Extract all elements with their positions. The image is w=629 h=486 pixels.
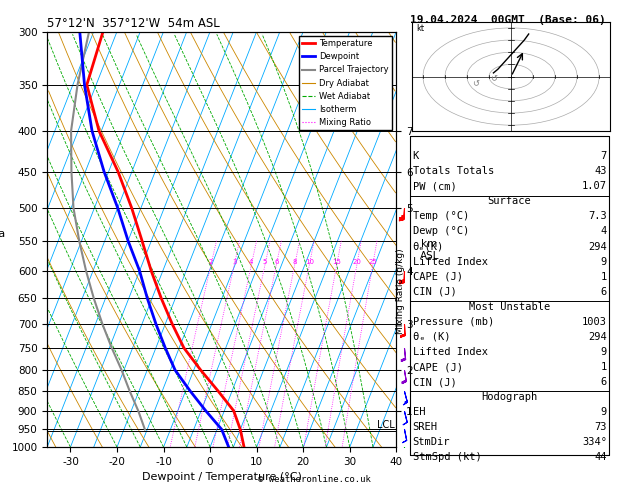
Text: Lifted Index: Lifted Index bbox=[413, 257, 487, 267]
Text: SREH: SREH bbox=[413, 422, 438, 433]
Text: 20: 20 bbox=[352, 259, 361, 265]
Text: 6: 6 bbox=[274, 259, 279, 265]
Text: 6: 6 bbox=[601, 287, 607, 297]
Y-axis label: km
ASL: km ASL bbox=[420, 240, 439, 261]
Text: 3: 3 bbox=[232, 259, 237, 265]
Text: 43: 43 bbox=[594, 166, 607, 176]
Text: 334°: 334° bbox=[582, 437, 607, 448]
Text: Pressure (mb): Pressure (mb) bbox=[413, 317, 494, 327]
Text: 5: 5 bbox=[263, 259, 267, 265]
Text: StmSpd (kt): StmSpd (kt) bbox=[413, 452, 481, 463]
Text: 4: 4 bbox=[601, 226, 607, 237]
Legend: Temperature, Dewpoint, Parcel Trajectory, Dry Adiabat, Wet Adiabat, Isotherm, Mi: Temperature, Dewpoint, Parcel Trajectory… bbox=[299, 36, 392, 130]
Text: CAPE (J): CAPE (J) bbox=[413, 362, 462, 372]
Text: 1: 1 bbox=[601, 362, 607, 372]
Text: K: K bbox=[413, 151, 419, 161]
Text: Mixing Ratio (g/kg): Mixing Ratio (g/kg) bbox=[396, 249, 404, 334]
Text: LCL: LCL bbox=[377, 419, 395, 430]
Text: Surface: Surface bbox=[487, 196, 532, 207]
Text: CIN (J): CIN (J) bbox=[413, 377, 457, 387]
Text: 6: 6 bbox=[601, 377, 607, 387]
Text: 9: 9 bbox=[601, 407, 607, 417]
Text: 1.07: 1.07 bbox=[582, 181, 607, 191]
Text: 294: 294 bbox=[588, 242, 607, 252]
Text: 294: 294 bbox=[588, 332, 607, 342]
Text: PW (cm): PW (cm) bbox=[413, 181, 457, 191]
Y-axis label: hPa: hPa bbox=[0, 229, 5, 240]
Text: 7: 7 bbox=[601, 151, 607, 161]
Text: 9: 9 bbox=[601, 257, 607, 267]
Text: 4: 4 bbox=[249, 259, 253, 265]
Text: $\circlearrowleft$: $\circlearrowleft$ bbox=[472, 79, 481, 88]
Text: © weatheronline.co.uk: © weatheronline.co.uk bbox=[258, 474, 371, 484]
Text: 15: 15 bbox=[332, 259, 341, 265]
Text: θₑ(K): θₑ(K) bbox=[413, 242, 444, 252]
Text: 2: 2 bbox=[209, 259, 213, 265]
Text: StmDir: StmDir bbox=[413, 437, 450, 448]
Text: 44: 44 bbox=[594, 452, 607, 463]
Text: CAPE (J): CAPE (J) bbox=[413, 272, 462, 282]
Text: 10: 10 bbox=[305, 259, 314, 265]
Text: CIN (J): CIN (J) bbox=[413, 287, 457, 297]
Text: Hodograph: Hodograph bbox=[481, 392, 538, 402]
Text: θₑ (K): θₑ (K) bbox=[413, 332, 450, 342]
X-axis label: Dewpoint / Temperature (°C): Dewpoint / Temperature (°C) bbox=[142, 472, 302, 483]
Text: $\circlearrowleft$: $\circlearrowleft$ bbox=[489, 74, 499, 84]
Text: 8: 8 bbox=[292, 259, 297, 265]
Text: 73: 73 bbox=[594, 422, 607, 433]
Text: Lifted Index: Lifted Index bbox=[413, 347, 487, 357]
Text: 1003: 1003 bbox=[582, 317, 607, 327]
Text: 1: 1 bbox=[601, 272, 607, 282]
Text: 19.04.2024  00GMT  (Base: 06): 19.04.2024 00GMT (Base: 06) bbox=[410, 15, 606, 25]
Text: EH: EH bbox=[413, 407, 425, 417]
Text: 25: 25 bbox=[369, 259, 377, 265]
Text: 7.3: 7.3 bbox=[588, 211, 607, 222]
Text: Totals Totals: Totals Totals bbox=[413, 166, 494, 176]
Text: Temp (°C): Temp (°C) bbox=[413, 211, 469, 222]
Text: Most Unstable: Most Unstable bbox=[469, 302, 550, 312]
Text: kt: kt bbox=[416, 24, 425, 34]
Text: Dewp (°C): Dewp (°C) bbox=[413, 226, 469, 237]
Text: 57°12'N  357°12'W  54m ASL: 57°12'N 357°12'W 54m ASL bbox=[47, 17, 220, 31]
Text: 9: 9 bbox=[601, 347, 607, 357]
